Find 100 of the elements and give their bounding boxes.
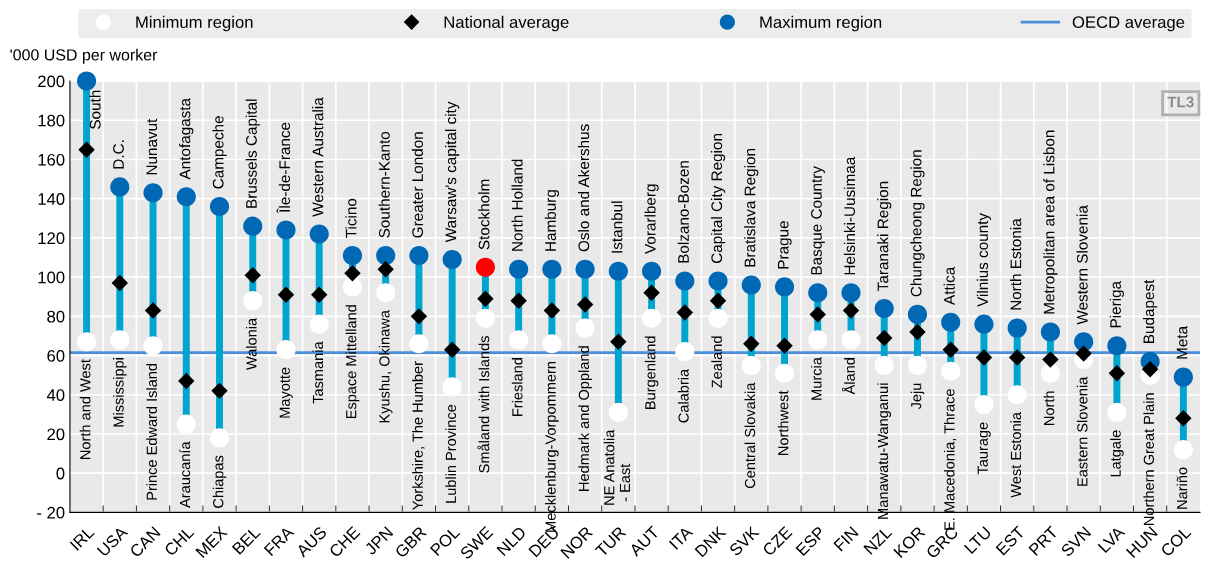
point: [342, 245, 363, 266]
point: [377, 261, 394, 278]
data-label: Metropolitan area of Lisbon: [1043, 130, 1058, 314]
x-tick-label: NLD: [496, 525, 527, 557]
point: [774, 363, 795, 383]
data-label: Bolzano-Bozen: [677, 161, 689, 263]
point: [1141, 361, 1159, 378]
y-tick-label: 140: [38, 193, 65, 205]
point: [376, 245, 396, 266]
data-label: Tasmania: [312, 341, 324, 404]
data-label: Mayotte: [279, 367, 293, 418]
point: [409, 334, 429, 354]
point: [409, 245, 429, 266]
data-label: Burgenland: [644, 336, 659, 409]
point: [510, 292, 527, 309]
point: [974, 314, 994, 334]
point: [542, 259, 562, 279]
point: [741, 355, 761, 375]
data-label: Taranaki Region: [877, 181, 892, 291]
point: [76, 71, 97, 91]
point: [143, 336, 163, 356]
point: [309, 314, 329, 334]
data-label: Attica: [943, 266, 955, 305]
data-label: Friesland: [511, 358, 523, 416]
x-tick-label: COL: [1160, 525, 1192, 558]
data-label: Northwest: [777, 390, 789, 455]
data-label: Småland with Islands: [477, 336, 490, 473]
data-label: Antofagasta: [179, 97, 194, 180]
point: [841, 283, 861, 303]
y-tick-label: - 20: [37, 506, 65, 519]
point: [243, 216, 263, 236]
point: [442, 377, 462, 397]
point: [708, 308, 728, 328]
point: [209, 196, 230, 217]
data-label: Budapest: [1143, 279, 1158, 343]
point: [178, 372, 195, 390]
annotation: TL3: [1167, 96, 1194, 108]
point: [610, 333, 627, 351]
point: [110, 177, 130, 197]
data-label: Istanbul: [611, 201, 623, 253]
data-label: Chungcheong Region: [910, 150, 925, 297]
y-tick-label: 20: [47, 428, 65, 441]
y-tick-label: 180: [38, 114, 65, 127]
legend-label: OECD average: [1072, 16, 1185, 32]
point: [1007, 318, 1027, 338]
data-label: Calabria: [678, 368, 689, 423]
data-label: Île-de-France: [276, 122, 291, 214]
y-tick-label: 60: [47, 349, 65, 362]
x-tick-label: BEL: [231, 525, 261, 555]
point: [608, 261, 628, 281]
point: [874, 298, 894, 319]
data-label: Eastern Slovenia: [1076, 376, 1088, 486]
data-label: Helsinki-Uusimaa: [843, 156, 856, 275]
point: [643, 284, 660, 302]
point: [309, 224, 329, 244]
y-tick-label: 40: [46, 389, 65, 401]
point: [841, 330, 861, 350]
point: [675, 342, 695, 362]
data-label: Nunavut: [146, 118, 158, 175]
point: [176, 414, 196, 434]
data-label: Campeche: [212, 116, 227, 189]
point: [211, 382, 228, 400]
y-axis-title: '000 USD per worker: [10, 48, 158, 64]
x-tick-label: LVA: [1097, 525, 1126, 554]
point: [209, 428, 230, 448]
data-label: Kyushu, Okinawa: [378, 310, 393, 423]
point: [376, 283, 396, 303]
data-label: Hamburg: [544, 190, 559, 251]
data-label: North: [1043, 391, 1055, 425]
point: [1107, 402, 1127, 422]
data-label: Capital City Region: [710, 134, 726, 264]
point: [576, 296, 594, 313]
point: [808, 283, 828, 303]
x-tick-label: CHL: [163, 525, 195, 557]
legend-label: National average: [444, 15, 569, 32]
x-tick-label: USA: [96, 525, 129, 557]
x-tick-label: FRA: [263, 525, 295, 557]
data-label: Åland: [841, 358, 855, 395]
point: [542, 334, 562, 354]
point: [76, 332, 97, 352]
data-label: Western Slovenia: [1076, 205, 1088, 325]
data-label: Stockholm: [478, 179, 490, 250]
data-label: Prince Edward Island: [146, 363, 157, 500]
data-label: Southern-Kanto: [378, 131, 390, 238]
legend-label: Minimum region: [136, 15, 253, 32]
point: [1173, 440, 1193, 460]
point: [741, 275, 761, 295]
point: [941, 312, 961, 332]
x-tick-label: NZL: [863, 525, 893, 555]
x-tick-label: IRL: [69, 525, 95, 551]
point: [909, 323, 926, 341]
point: [342, 277, 363, 297]
point: [941, 361, 961, 381]
data-label: Chiapas: [212, 455, 227, 508]
point: [708, 271, 728, 291]
point: [974, 395, 994, 415]
x-tick-label: LTU: [963, 526, 992, 554]
point: [176, 187, 196, 207]
point: [642, 261, 662, 281]
data-label: Brussels Capital: [245, 99, 260, 208]
